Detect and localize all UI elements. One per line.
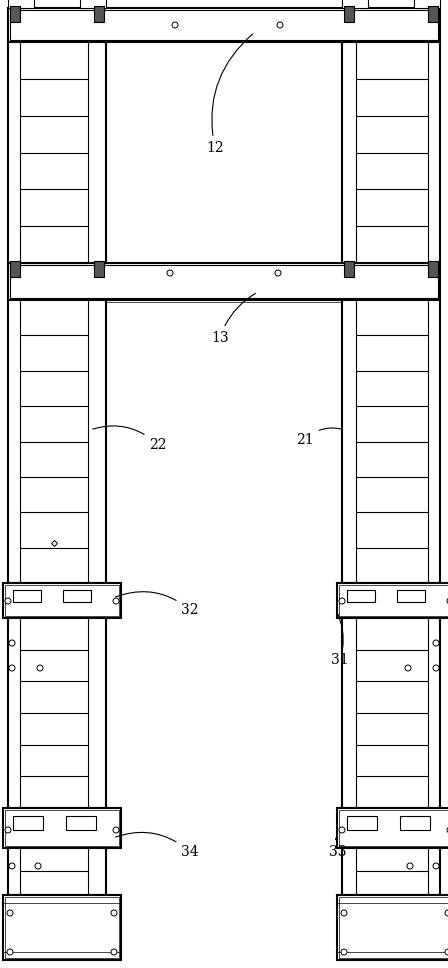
Bar [3, 895, 121, 960]
Bar [414, 0, 440, 8]
Bar [400, 816, 430, 830]
Bar [339, 585, 448, 616]
Circle shape [167, 270, 173, 276]
Bar [397, 590, 425, 602]
Circle shape [5, 827, 11, 833]
Bar [8, 300, 106, 583]
Bar [5, 810, 119, 846]
Circle shape [405, 665, 411, 671]
Bar [94, 261, 104, 277]
Circle shape [445, 910, 448, 916]
Circle shape [433, 863, 439, 869]
Bar [342, 300, 440, 583]
Circle shape [445, 949, 448, 955]
Circle shape [341, 949, 347, 955]
Circle shape [9, 640, 15, 646]
Bar [10, 10, 438, 40]
Circle shape [7, 949, 13, 955]
Bar [8, 848, 106, 895]
Circle shape [113, 827, 119, 833]
Bar [337, 895, 448, 960]
Circle shape [111, 910, 117, 916]
Circle shape [433, 640, 439, 646]
Text: 32: 32 [116, 591, 199, 617]
Bar [3, 583, 121, 618]
Text: 21: 21 [296, 428, 342, 447]
Bar [80, 0, 106, 8]
Circle shape [5, 598, 11, 604]
Bar [8, 8, 440, 42]
Bar [342, 42, 440, 263]
Bar [5, 897, 119, 958]
Bar [94, 6, 104, 22]
Bar [428, 261, 438, 277]
Bar [10, 265, 438, 298]
Circle shape [433, 665, 439, 671]
Bar [342, 848, 440, 895]
Circle shape [7, 910, 13, 916]
Circle shape [37, 665, 43, 671]
Text: 13: 13 [211, 293, 256, 345]
Bar [342, 618, 440, 808]
Circle shape [111, 949, 117, 955]
Bar [13, 590, 41, 602]
Bar [13, 816, 43, 830]
Circle shape [275, 270, 281, 276]
Bar [8, 618, 106, 808]
Bar [339, 810, 448, 846]
Circle shape [277, 22, 283, 28]
Circle shape [407, 863, 413, 869]
Bar [5, 585, 119, 616]
Circle shape [339, 598, 345, 604]
Circle shape [113, 598, 119, 604]
Bar [8, 42, 106, 263]
Bar [344, 261, 354, 277]
Text: 33: 33 [329, 838, 347, 859]
Text: 12: 12 [206, 34, 253, 155]
Bar [10, 6, 20, 22]
Circle shape [9, 665, 15, 671]
Bar [337, 583, 448, 618]
Text: 31: 31 [331, 613, 349, 667]
Circle shape [9, 863, 15, 869]
Bar [347, 590, 375, 602]
Circle shape [35, 863, 41, 869]
Bar [428, 6, 438, 22]
Bar [8, 0, 34, 8]
Circle shape [339, 827, 345, 833]
Bar [8, 263, 440, 300]
Circle shape [447, 598, 448, 604]
Circle shape [341, 910, 347, 916]
Bar [339, 897, 448, 958]
Circle shape [447, 827, 448, 833]
Circle shape [172, 22, 178, 28]
Bar [337, 808, 448, 848]
Text: 22: 22 [93, 426, 167, 452]
Bar [3, 808, 121, 848]
Bar [347, 816, 377, 830]
Bar [66, 816, 96, 830]
Bar [342, 0, 368, 8]
Text: 34: 34 [116, 832, 199, 859]
Bar [63, 590, 91, 602]
Bar [10, 261, 20, 277]
Bar [344, 6, 354, 22]
